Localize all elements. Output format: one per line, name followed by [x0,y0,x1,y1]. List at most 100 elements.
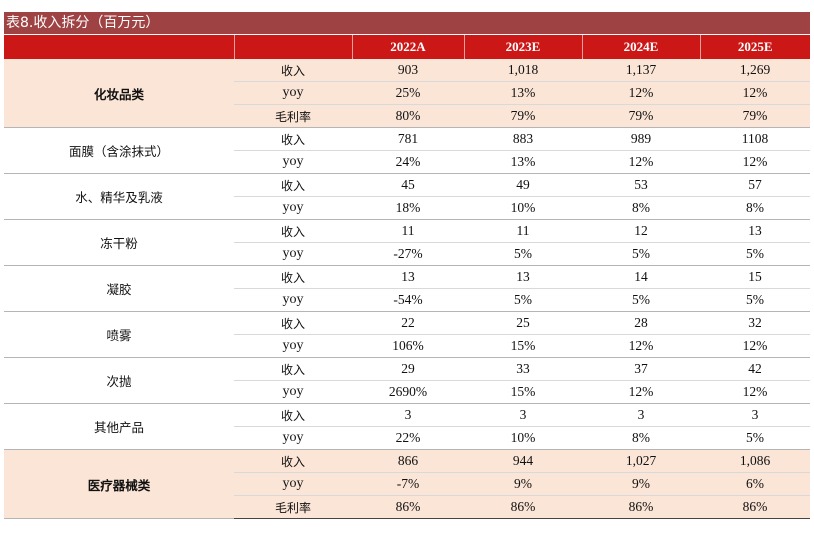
value-cell: 2690% [352,380,464,404]
value-cell: 14 [582,265,700,289]
value-cell: 781 [352,127,464,151]
value-cell: 13 [464,265,582,289]
value-cell: 13% [464,81,582,105]
value-cell: 37 [582,357,700,381]
table-row: yoy 24% 13% 12% 12% [4,150,810,174]
value-cell: 5% [700,426,810,450]
value-cell: 106% [352,334,464,358]
value-cell: 45 [352,173,464,197]
value-cell: 79% [464,104,582,128]
table-row: yoy -7% 9% 9% 6% [4,472,810,496]
value-cell: 10% [464,196,582,220]
metric-label-cell: yoy [234,242,352,266]
metric-label-cell: 收入 [234,59,352,82]
value-cell: 1108 [700,127,810,151]
category-name-cell: 化妆品类 [4,59,234,128]
table-header-row: 2022A 2023E 2024E 2025E [4,35,810,59]
value-cell: 944 [464,449,582,473]
value-cell: -7% [352,472,464,496]
value-cell: 12% [700,150,810,174]
value-cell: 80% [352,104,464,128]
value-cell: 3 [582,403,700,427]
metric-label-cell: 收入 [234,265,352,289]
value-cell: 22 [352,311,464,335]
table-row: yoy 18% 10% 8% 8% [4,196,810,220]
value-cell: 86% [700,495,810,519]
metric-label-cell: yoy [234,288,352,312]
value-cell: 12% [582,334,700,358]
value-cell: 1,018 [464,59,582,82]
table-row: yoy 22% 10% 8% 5% [4,426,810,450]
table-row: yoy -27% 5% 5% 5% [4,242,810,266]
value-cell: 18% [352,196,464,220]
category-name-cell: 面膜（含涂抹式） [4,127,234,174]
metric-label-cell: 收入 [234,403,352,427]
header-cell-2025e: 2025E [699,35,810,59]
value-cell: 12% [582,81,700,105]
table-row: 医疗器械类 收入 866 944 1,027 1,086 [4,449,810,519]
metric-label-cell: 收入 [234,219,352,243]
value-cell: 57 [700,173,810,197]
value-cell: 903 [352,59,464,82]
value-cell: 3 [464,403,582,427]
header-cell-2022a: 2022A [351,35,464,59]
value-cell: 12% [700,334,810,358]
metric-label-cell: 收入 [234,311,352,335]
table-row: 化妆品类 收入 903 1,018 1,137 1,269 [4,59,810,128]
value-cell: 11 [464,219,582,243]
table-row: yoy 106% 15% 12% 12% [4,334,810,358]
metric-label-cell: yoy [234,426,352,450]
value-cell: 866 [352,449,464,473]
value-cell: 11 [352,219,464,243]
value-cell: 5% [464,288,582,312]
metric-label-cell: 收入 [234,127,352,151]
table-row: 冻干粉 收入 11 11 12 13 [4,219,810,266]
revenue-breakdown-table: 2022A 2023E 2024E 2025E 化妆品类 收入 903 1,018 1,… [4,35,810,519]
value-cell: 79% [582,104,700,128]
value-cell: 3 [700,403,810,427]
category-name-cell: 水、精华及乳液 [4,173,234,220]
table-row: 面膜（含涂抹式） 收入 781 883 989 1108 [4,127,810,174]
category-name-cell: 喷雾 [4,311,234,358]
value-cell: 13 [352,265,464,289]
value-cell: 53 [582,173,700,197]
metric-label-cell: 毛利率 [234,104,352,128]
value-cell: 10% [464,426,582,450]
value-cell: 12% [700,380,810,404]
value-cell: 22% [352,426,464,450]
value-cell: 3 [352,403,464,427]
value-cell: 86% [352,495,464,519]
table-body: 化妆品类 收入 903 1,018 1,137 1,269 yoy 25% 13% 12% 12% 毛… [4,59,810,519]
value-cell: 28 [582,311,700,335]
metric-label-cell: yoy [234,196,352,220]
category-name-cell: 冻干粉 [4,219,234,266]
value-cell: 1,027 [582,449,700,473]
value-cell: 13% [464,150,582,174]
table-row: 毛利率 80% 79% 79% 79% [4,104,810,128]
value-cell: 5% [582,288,700,312]
value-cell: 32 [700,311,810,335]
category-name-cell: 凝胶 [4,265,234,312]
value-cell: 1,086 [700,449,810,473]
category-name-cell: 医疗器械类 [4,449,234,519]
value-cell: 86% [464,495,582,519]
value-cell: 12% [582,150,700,174]
metric-label-cell: yoy [234,81,352,105]
table-row: yoy 25% 13% 12% 12% [4,81,810,105]
table-row: 水、精华及乳液 收入 45 49 53 57 [4,173,810,220]
header-cell-metric [233,35,352,59]
value-cell: 9% [582,472,700,496]
metric-label-cell: 收入 [234,357,352,381]
metric-label-cell: yoy [234,150,352,174]
value-cell: 42 [700,357,810,381]
table-row: 毛利率 86% 86% 86% 86% [4,495,810,519]
value-cell: 12% [700,81,810,105]
table-row: yoy 2690% 15% 12% 12% [4,380,810,404]
value-cell: 5% [464,242,582,266]
metric-label-cell: 收入 [234,173,352,197]
value-cell: 13 [700,219,810,243]
table-row: 凝胶 收入 13 13 14 15 [4,265,810,312]
table-row: yoy -54% 5% 5% 5% [4,288,810,312]
value-cell: 5% [700,242,810,266]
value-cell: 1,137 [582,59,700,82]
